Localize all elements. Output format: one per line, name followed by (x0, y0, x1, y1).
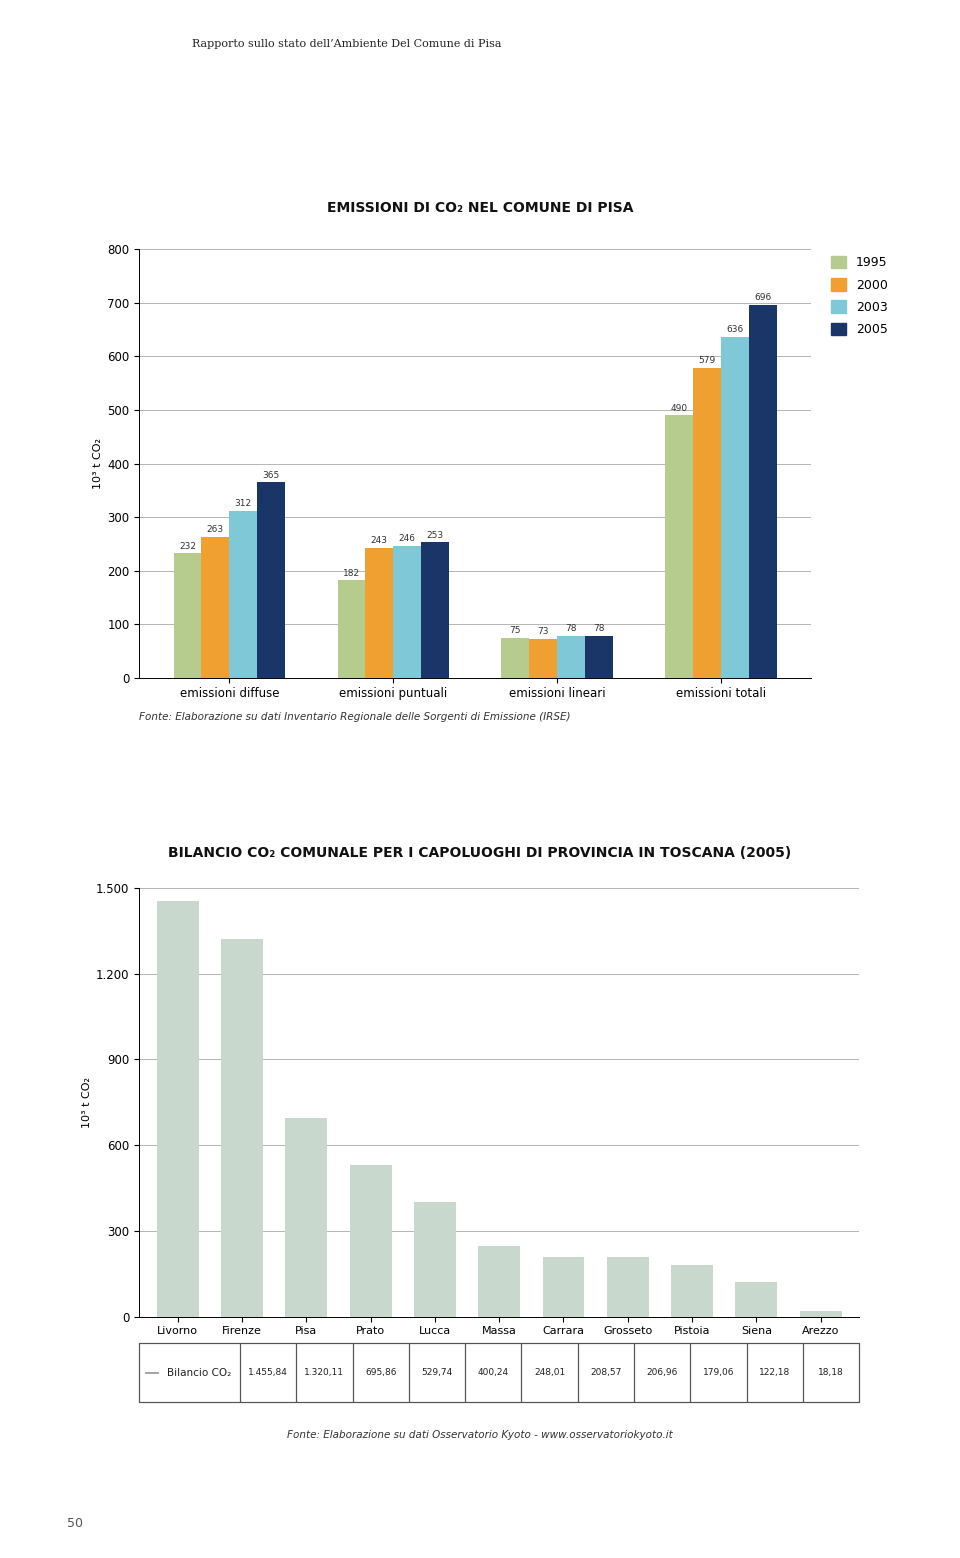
Text: 182: 182 (343, 569, 360, 578)
Text: 248,01: 248,01 (534, 1368, 565, 1377)
Text: 179,06: 179,06 (703, 1368, 734, 1377)
Text: 08: 08 (60, 22, 132, 73)
Text: 246: 246 (398, 534, 416, 544)
Bar (466, 1343, 521, 1402)
Bar (352, 1343, 409, 1402)
Text: 75: 75 (510, 626, 521, 636)
Bar (735, 1282, 778, 1317)
Bar (585, 636, 612, 678)
Text: 232: 232 (180, 542, 196, 552)
Text: 263: 263 (206, 525, 224, 534)
Text: 636: 636 (727, 326, 744, 335)
Bar (297, 1343, 352, 1402)
Text: 122,18: 122,18 (759, 1368, 790, 1377)
Text: 579: 579 (699, 355, 716, 365)
Bar (174, 553, 202, 678)
Bar (202, 538, 229, 678)
Text: BILANCIO CO₂ COMUNALE PER I CAPOLUOGHI DI PROVINCIA IN TOSCANA (2005): BILANCIO CO₂ COMUNALE PER I CAPOLUOGHI D… (168, 846, 792, 860)
Bar (501, 637, 529, 678)
Text: 365: 365 (262, 471, 279, 480)
Text: EMISSIONI DI CO₂ NEL COMUNE DI PISA: EMISSIONI DI CO₂ NEL COMUNE DI PISA (326, 201, 634, 215)
Text: Bilancio CO₂: Bilancio CO₂ (167, 1368, 230, 1377)
Y-axis label: 10³ t CO₂: 10³ t CO₂ (82, 1077, 92, 1128)
Bar (529, 639, 557, 678)
Bar (139, 1343, 240, 1402)
Bar (414, 1203, 456, 1317)
Bar (542, 1257, 585, 1317)
Bar (409, 1343, 466, 1402)
Bar (671, 1265, 713, 1317)
Text: Fonte: Elaborazione su dati Inventario Regionale delle Sorgenti di Emissione (IR: Fonte: Elaborazione su dati Inventario R… (139, 712, 570, 721)
Text: 50: 50 (67, 1517, 84, 1530)
Text: 253: 253 (426, 531, 444, 539)
Text: 18,18: 18,18 (818, 1368, 844, 1377)
Bar (693, 368, 721, 678)
Bar (747, 1343, 803, 1402)
Text: 1.455,84: 1.455,84 (249, 1368, 288, 1377)
Text: 490: 490 (671, 404, 687, 413)
Text: 73: 73 (538, 626, 549, 636)
Text: 206,96: 206,96 (646, 1368, 678, 1377)
Text: 695,86: 695,86 (365, 1368, 396, 1377)
Bar (521, 1343, 578, 1402)
Bar (721, 337, 749, 678)
Bar (394, 545, 421, 678)
Bar (665, 416, 693, 678)
Bar (690, 1343, 747, 1402)
Bar (800, 1312, 842, 1317)
Text: 529,74: 529,74 (421, 1368, 453, 1377)
Bar (634, 1343, 690, 1402)
Bar (421, 542, 449, 678)
Bar (366, 547, 394, 678)
Text: Fonte: Elaborazione su dati Osservatorio Kyoto - www.osservatoriokyoto.it: Fonte: Elaborazione su dati Osservatorio… (287, 1430, 673, 1440)
Text: 78: 78 (593, 625, 605, 633)
Text: 208,57: 208,57 (590, 1368, 621, 1377)
Text: 312: 312 (234, 499, 252, 508)
Bar (478, 1246, 520, 1317)
Bar (803, 1343, 859, 1402)
Text: 78: 78 (565, 625, 577, 633)
Y-axis label: 10³ t CO₂: 10³ t CO₂ (93, 438, 103, 489)
Bar (578, 1343, 634, 1402)
Bar (607, 1257, 649, 1317)
Bar (229, 511, 257, 678)
Bar (221, 939, 263, 1317)
Bar (285, 1117, 327, 1317)
Bar (557, 636, 585, 678)
Text: 696: 696 (755, 293, 772, 302)
Text: 1.320,11: 1.320,11 (304, 1368, 345, 1377)
Bar (240, 1343, 297, 1402)
Text: Rapporto sullo stato dell’Ambiente Del Comune di Pisa: Rapporto sullo stato dell’Ambiente Del C… (192, 39, 501, 50)
Bar (156, 901, 199, 1317)
Bar (349, 1165, 392, 1317)
Bar (257, 483, 285, 678)
Bar (338, 580, 366, 678)
Bar (749, 305, 777, 678)
Text: 243: 243 (371, 536, 388, 545)
Legend: 1995, 2000, 2003, 2005: 1995, 2000, 2003, 2005 (831, 256, 888, 337)
Text: 400,24: 400,24 (478, 1368, 509, 1377)
